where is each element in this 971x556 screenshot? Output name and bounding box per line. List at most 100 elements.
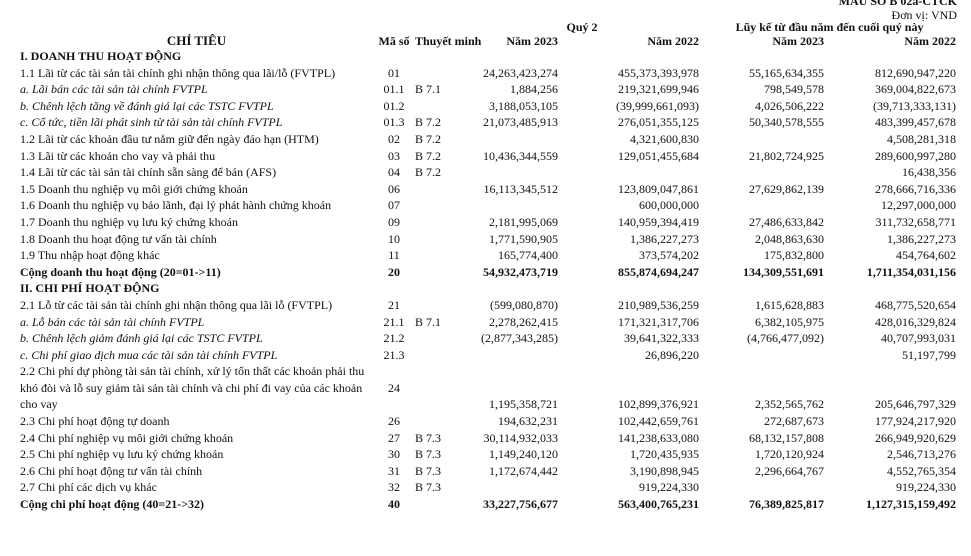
table-row: 1.1 Lãi từ các tài sản tài chính ghi nhậ… xyxy=(18,65,958,82)
cell-value: 1,720,435,935 xyxy=(630,447,700,462)
cell-value: 16,438,356 xyxy=(902,165,957,180)
table-row: II. CHI PHÍ HOẠT ĐỘNG xyxy=(18,280,958,297)
col-group-header: Lũy kế từ đầu năm đến cuối quý này xyxy=(735,20,924,34)
cell-value: 289,600,997,280 xyxy=(875,148,957,163)
row-code: 40 xyxy=(388,497,400,512)
cell-value: (39,713,333,131) xyxy=(873,98,957,113)
cell-value: 30,114,932,033 xyxy=(483,430,558,445)
cell-value: 55,165,634,355 xyxy=(749,65,825,80)
row-note xyxy=(413,496,463,513)
cell-value: 177,924,217,920 xyxy=(875,414,957,429)
row-note xyxy=(413,347,463,364)
row-code: 26 xyxy=(388,414,400,429)
col-header: Thuyết minh xyxy=(415,34,482,48)
cell-value: 2,181,995,069 xyxy=(489,214,558,229)
cell-value: 454,764,602 xyxy=(896,248,957,263)
cell-value: 102,442,659,761 xyxy=(618,414,700,429)
row-code: 01.3 xyxy=(383,115,405,130)
cell-value: 3,188,053,105 xyxy=(489,98,558,113)
section-title: II. CHI PHÍ HOẠT ĐỘNG xyxy=(20,281,160,296)
row-code: 21.2 xyxy=(383,331,405,346)
row-label: 1.1 Lãi từ các tài sản tài chính ghi nhậ… xyxy=(20,65,336,80)
cell-value xyxy=(463,347,576,364)
cell-value: 51,197,799 xyxy=(902,347,957,362)
table-row: a. Lỗ bán các tài sản tài chính FVTPL 21.… xyxy=(18,314,958,331)
cell-value: 1,127,315,159,492 xyxy=(866,497,957,512)
table-row: 1.4 Lãi từ các tài sản tài chính sẵn sàn… xyxy=(18,164,958,181)
row-note xyxy=(413,197,463,214)
col-group-header: Quý 2 xyxy=(566,20,598,34)
cell-value xyxy=(701,479,826,496)
cell-value: 12,297,000,000 xyxy=(881,198,957,213)
col-header: Năm 2022 xyxy=(904,34,957,48)
row-note xyxy=(413,247,463,264)
row-note: B 7.3 xyxy=(415,430,442,445)
row-label: 1.6 Doanh thu nghiệp vụ bảo lãnh, đại lý… xyxy=(20,198,332,213)
cell-value: 219,321,699,946 xyxy=(618,82,700,97)
row-label: 2.2 Chi phí dự phòng tài sản tài chính, … xyxy=(20,364,365,412)
cell-value: (599,080,870) xyxy=(490,297,558,312)
cell-value: 855,874,694,247 xyxy=(618,264,700,279)
row-label: Cộng chi phí hoạt động (40=21->32) xyxy=(20,497,205,512)
cell-value: 27,629,862,139 xyxy=(749,181,825,196)
unit: Đơn vị: VND xyxy=(891,8,957,22)
row-code: 01 xyxy=(388,65,400,80)
row-note: B 7.2 xyxy=(415,115,442,130)
row-label: 1.4 Lãi từ các tài sản tài chính sẵn sàn… xyxy=(20,165,277,180)
cell-value: 468,775,520,654 xyxy=(875,297,957,312)
cell-value: 102,899,376,921 xyxy=(618,397,700,412)
row-label: a. Lãi bán các tài sản tài chính FVTPL xyxy=(20,82,208,97)
row-note: B 7.2 xyxy=(415,131,442,146)
row-label: c. Chi phí giao dịch mua các tài sản tài… xyxy=(20,347,278,362)
cell-value: 210,989,536,259 xyxy=(618,297,700,312)
table-row: 1.9 Thu nhập hoạt động khác 11 165,774,400… xyxy=(18,247,958,264)
cell-value: 276,051,355,125 xyxy=(618,115,700,130)
cell-value: 194,632,231 xyxy=(498,414,558,429)
cell-value: 919,224,330 xyxy=(639,480,700,495)
cell-value: 455,373,393,978 xyxy=(618,65,700,80)
row-code: 21 xyxy=(388,297,400,312)
table-row: b. Chênh lệch tăng về đánh giá lại các T… xyxy=(18,98,958,115)
table-row: c. Chi phí giao dịch mua các tài sản tài… xyxy=(18,347,958,364)
cell-value: 4,026,506,222 xyxy=(755,98,825,113)
table-row: 1.8 Doanh thu hoạt động tư vấn tài chính… xyxy=(18,231,958,248)
table-row: Cộng chi phí hoạt động (40=21->32) 40 33,2… xyxy=(18,496,958,513)
row-note: B 7.3 xyxy=(415,480,442,495)
cell-value: 39,641,322,333 xyxy=(624,331,700,346)
col-header: Mã số xyxy=(378,34,410,48)
cell-value: 1,615,628,883 xyxy=(755,297,825,312)
table-body: I. DOANH THU HOẠT ĐỘNG 1.1 Lãi từ các tài… xyxy=(18,48,958,513)
cell-value: 129,051,455,684 xyxy=(618,148,700,163)
table-row: 2.2 Chi phí dự phòng tài sản tài chính, … xyxy=(18,363,958,413)
row-label: b. Chênh lệch giảm đánh giá lại các TSTC… xyxy=(20,331,263,346)
table-row: Cộng doanh thu hoạt động (20=01->11) 20 54… xyxy=(18,264,958,281)
row-code: 20 xyxy=(388,264,400,279)
cell-value: 2,048,863,630 xyxy=(755,231,825,246)
row-note xyxy=(413,363,463,413)
cell-value: 311,732,658,771 xyxy=(875,214,957,229)
row-label: 1.9 Thu nhập hoạt động khác xyxy=(20,248,160,263)
cell-value: 40,707,993,031 xyxy=(881,331,957,346)
row-code: 31 xyxy=(388,463,400,478)
cell-value: 2,296,664,767 xyxy=(755,463,825,478)
table-row: a. Lãi bán các tài sản tài chính FVTPL 01… xyxy=(18,81,958,98)
row-note xyxy=(413,297,463,314)
cell-value xyxy=(701,197,826,214)
row-label: c. Cổ tức, tiền lãi phát sinh từ tài sản… xyxy=(20,115,283,130)
cell-value: 600,000,000 xyxy=(639,198,700,213)
cell-value: 1,172,674,442 xyxy=(489,463,558,478)
table-row: 1.2 Lãi từ các khoản đầu tư nắm giữ đến … xyxy=(18,131,958,148)
cell-value: 1,771,590,905 xyxy=(489,231,558,246)
cell-value xyxy=(463,479,576,496)
table-row: 1.3 Lãi từ các khoản cho vay và phải thu… xyxy=(18,148,958,165)
cell-value: 140,959,394,419 xyxy=(618,214,700,229)
table-row: I. DOANH THU HOẠT ĐỘNG xyxy=(18,48,958,65)
row-code: 04 xyxy=(388,165,400,180)
row-code: 32 xyxy=(388,480,400,495)
cell-value xyxy=(701,347,826,364)
row-code: 02 xyxy=(388,131,400,146)
cell-value: 123,809,047,861 xyxy=(618,181,700,196)
cell-value: 27,486,633,842 xyxy=(749,214,825,229)
